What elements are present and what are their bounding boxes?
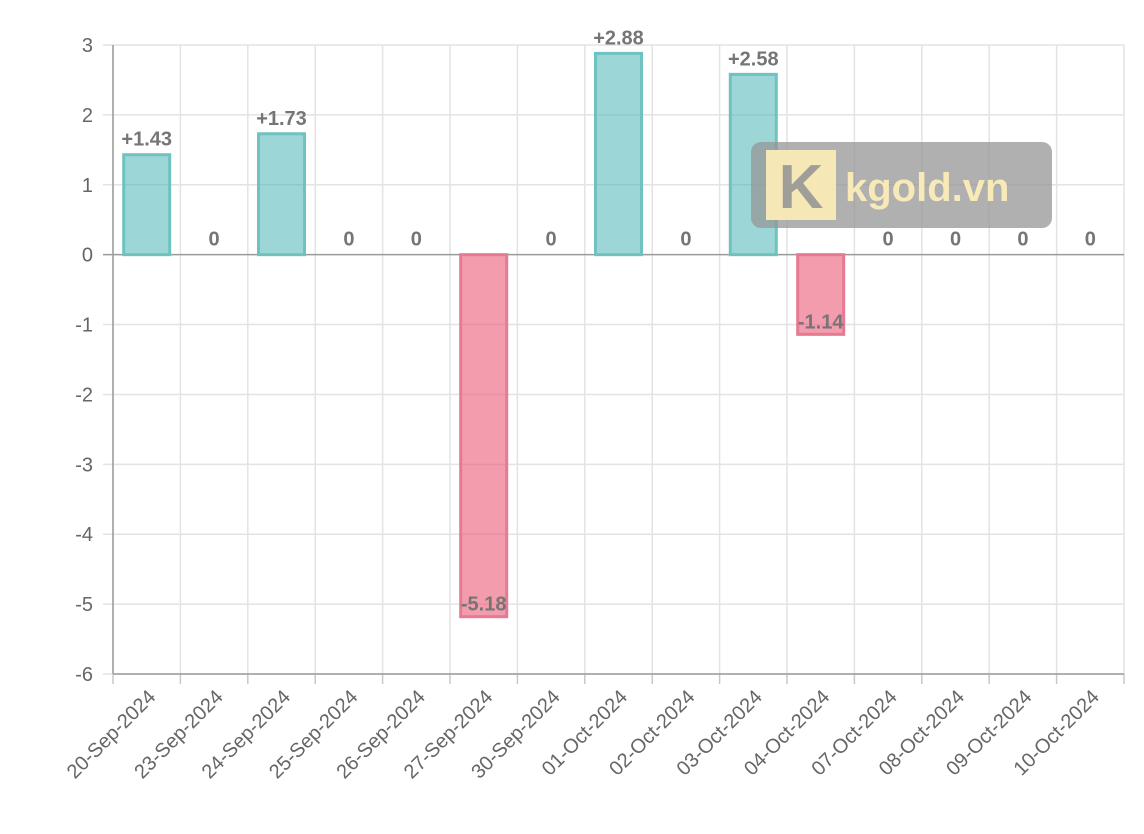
data-label: 0 [950, 229, 961, 251]
watermark: K kgold.vn [751, 142, 1052, 228]
y-tick-label: 2 [82, 105, 93, 127]
data-label: +2.58 [728, 48, 779, 70]
data-label: +2.88 [593, 27, 644, 49]
y-tick-label: -6 [75, 664, 93, 686]
data-labels-layer: +1.43 0 +1.73 0 0 -5.18 0 +2.88 0 +2.58 -1.14 0 0 0 0 [121, 27, 1095, 615]
bar [796, 253, 846, 336]
y-tick-label: -3 [75, 454, 93, 476]
y-tick-label: 0 [82, 245, 93, 267]
bars-layer [122, 51, 846, 619]
watermark-logo-letter: K [779, 153, 824, 222]
data-label: -5.18 [461, 594, 507, 616]
watermark-text: kgold.vn [845, 166, 1009, 210]
y-tick-label: 1 [82, 175, 93, 197]
y-tick-label: -5 [75, 594, 93, 616]
data-label: 0 [883, 229, 894, 251]
bar [122, 153, 172, 257]
data-label: 0 [680, 229, 691, 251]
data-label: 0 [546, 229, 557, 251]
data-label: +1.43 [121, 129, 172, 151]
data-label: +1.73 [256, 108, 307, 130]
y-tick-label: 3 [82, 35, 93, 57]
data-label: 0 [411, 229, 422, 251]
data-label: 0 [1017, 229, 1028, 251]
data-label: 0 [343, 229, 354, 251]
bar [459, 253, 509, 619]
data-label: 0 [209, 229, 220, 251]
y-tick-label: -4 [75, 524, 93, 546]
data-label: -1.14 [798, 311, 844, 333]
grid-layer [103, 44, 1125, 684]
y-tick-label: -2 [75, 384, 93, 406]
y-tick-label: -1 [75, 315, 93, 337]
data-label: 0 [1085, 229, 1096, 251]
watermark-logo-square [766, 150, 836, 220]
bar [257, 132, 306, 257]
bar [594, 51, 643, 257]
